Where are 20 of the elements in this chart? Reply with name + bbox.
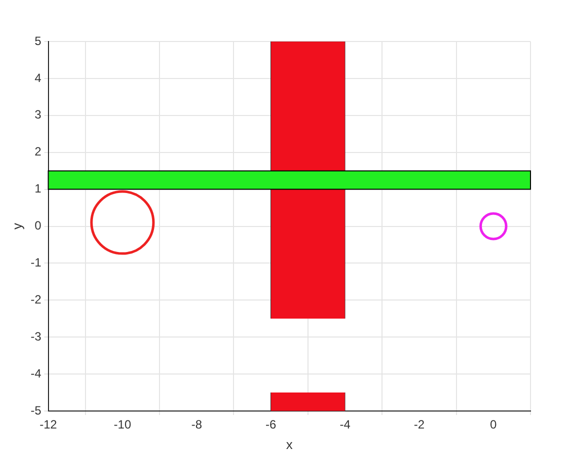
y-tick-label: 0	[34, 218, 42, 233]
y-tick-label: -5	[30, 403, 42, 418]
y-tick-label: 5	[34, 34, 42, 48]
y-tick-label: 4	[34, 70, 42, 85]
x-tick-label: -4	[340, 418, 351, 432]
x-tick-label: -10	[114, 418, 132, 432]
x-tick-label: -12	[40, 418, 58, 432]
x-tick-label: -6	[266, 418, 276, 432]
x-tick-label: -8	[191, 418, 202, 432]
y-tick-label: 1	[34, 182, 42, 196]
y-tick-label: -2	[30, 292, 42, 306]
x-axis-title: x	[286, 436, 294, 452]
y-tick-label: -4	[30, 366, 42, 380]
x-tick-label: 0	[490, 418, 498, 432]
y-tick-label: -1	[30, 256, 42, 270]
y-axis-title: y	[9, 222, 24, 230]
y-tick-label: 3	[34, 108, 42, 122]
y-tick-label: -3	[30, 329, 42, 344]
y-tick-label: 2	[34, 144, 42, 159]
x-tick-label: -2	[414, 418, 425, 432]
